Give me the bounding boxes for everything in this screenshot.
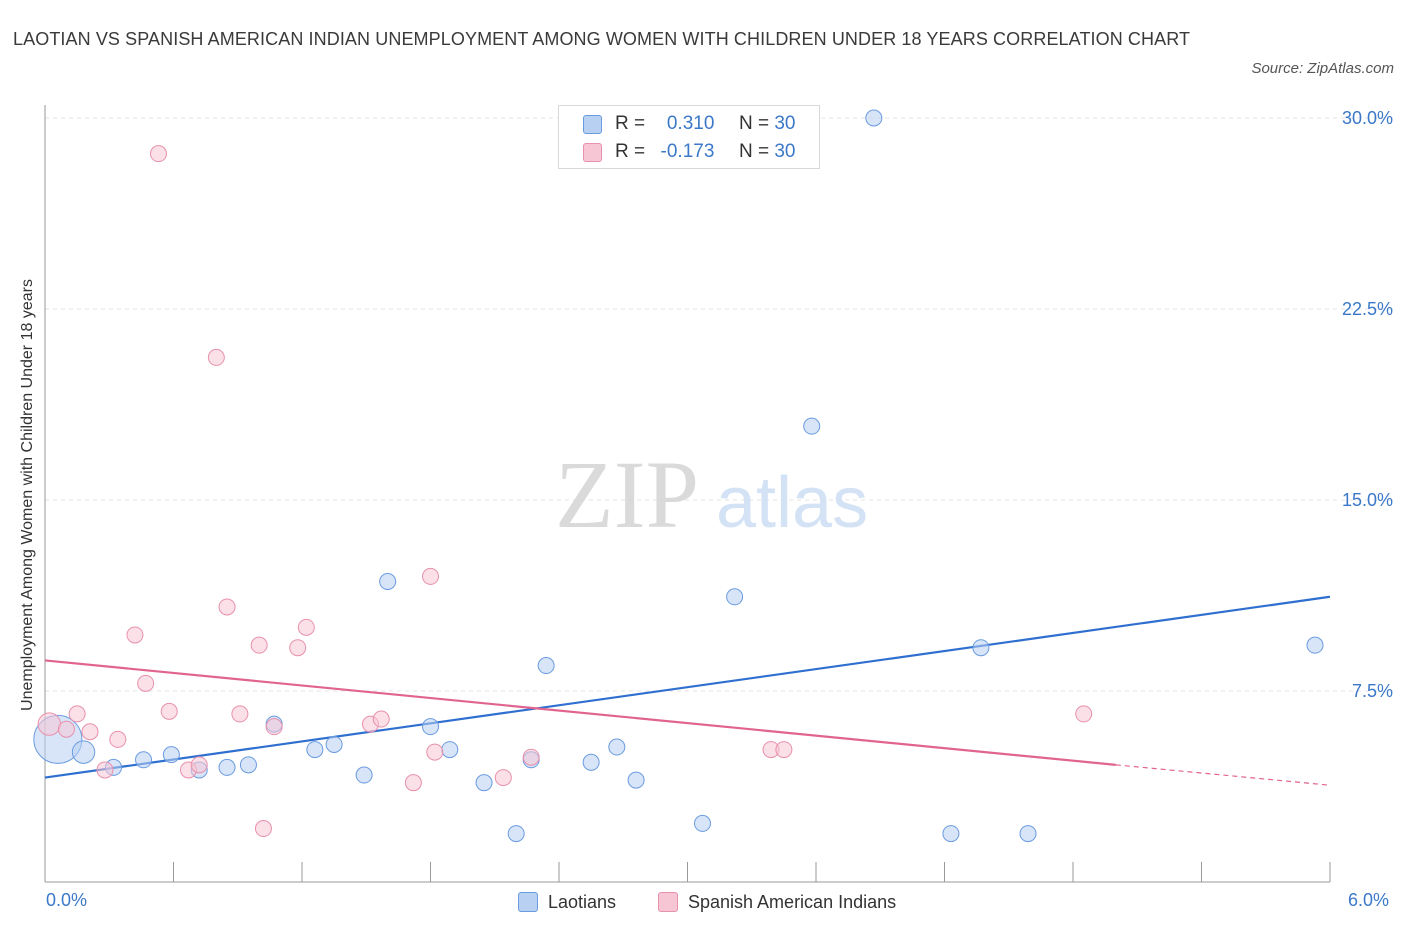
spanish-american-indians-point: [1075, 705, 1093, 723]
laotians-point: [537, 657, 555, 675]
legend-r-label: R =: [615, 141, 646, 162]
spanish-american-indians-point: [372, 710, 390, 728]
y-tick-label: 30.0%: [1342, 108, 1393, 128]
spanish-american-indians-point: [137, 674, 155, 692]
spanish-american-indians-point: [297, 618, 315, 636]
spanish-american-indians-point: [231, 705, 249, 723]
laotians-point: [1019, 825, 1037, 843]
bottom-legend-label-laotians: Laotians: [548, 892, 617, 912]
y-tick-label: 15.0%: [1342, 490, 1393, 510]
chart-title: LAOTIAN VS SPANISH AMERICAN INDIAN UNEMP…: [13, 29, 1191, 49]
laotians-point: [239, 756, 257, 774]
legend-r-value-laotians: 0.310: [666, 113, 715, 134]
spanish-american-indians-point: [109, 730, 127, 748]
spanish-american-indians-point: [522, 748, 540, 766]
spanish-american-indians-point: [426, 743, 444, 761]
spanish-american-indians-point: [57, 720, 75, 738]
laotians-point: [972, 639, 990, 657]
spanish-american-indians-point: [126, 626, 144, 644]
laotians-point: [507, 825, 525, 843]
correlation-legend: R = 0.310 N = 30 R = -0.173 N = 30: [558, 105, 820, 169]
bottom-legend-swatch-laotians: [518, 892, 538, 912]
spanish-american-indians-point: [404, 774, 422, 792]
bottom-legend-laotians[interactable]: Laotians: [518, 889, 616, 915]
laotians-point: [1306, 636, 1324, 654]
legend-swatch-laotians: [583, 115, 602, 134]
spanish-american-indians-point: [68, 705, 86, 723]
spanish-american-indians-point: [160, 702, 178, 720]
legend-swatch-spanish-american-indians: [583, 143, 602, 162]
laotians-point: [865, 109, 883, 127]
laotians-point: [218, 758, 236, 776]
spanish-american-indians-point: [96, 761, 114, 779]
source-label: Source: ZipAtlas.com: [1251, 60, 1394, 77]
spanish-american-indians-point: [150, 145, 168, 163]
laotians-point: [627, 771, 645, 789]
spanish-american-indians-point: [494, 769, 512, 787]
x-tick-label-min: 0.0%: [46, 890, 88, 910]
spanish-american-indians-point: [218, 598, 236, 616]
y-tick-label: 22.5%: [1342, 299, 1393, 319]
laotians-point: [608, 738, 626, 756]
y-tick-label: 7.5%: [1352, 681, 1393, 701]
spanish-american-indians-point: [207, 348, 225, 366]
laotians-point: [475, 774, 493, 792]
laotians-point: [71, 740, 96, 764]
watermark-zip: ZIP: [555, 441, 699, 548]
watermark-atlas: atlas: [716, 463, 868, 543]
laotians-point: [325, 735, 343, 753]
bottom-legend-spanish-american-indians[interactable]: Spanish American Indians: [658, 889, 896, 915]
laotians-point: [441, 741, 459, 759]
spanish-american-indians-point: [250, 636, 268, 654]
spanish-american-indians-point: [422, 567, 439, 585]
laotians-point: [162, 746, 180, 764]
legend-n-label: N =: [738, 141, 770, 162]
legend-n-value-laotians: 30: [774, 113, 796, 134]
legend-n-value-spanish-american-indians: 30: [774, 141, 796, 162]
laotians-point: [355, 766, 373, 784]
spanish-american-indians-point: [775, 741, 793, 759]
spanish-american-indians-point: [190, 756, 208, 774]
bottom-legend-swatch-spanish-american-indians: [658, 892, 678, 912]
spanish-american-indians-point: [289, 639, 307, 657]
laotians-point: [582, 753, 600, 771]
laotians-point: [379, 572, 397, 590]
laotians-point: [135, 751, 153, 769]
laotians-point: [726, 588, 744, 606]
laotians-point: [942, 825, 960, 843]
spanish-american-indians-trend-line: [44, 659, 1116, 766]
x-tick-label-max: 6.0%: [1348, 890, 1390, 910]
laotians-point: [693, 814, 711, 832]
spanish-american-indians-point: [265, 718, 283, 736]
bottom-legend-label-spanish-american-indians: Spanish American Indians: [688, 892, 897, 912]
laotians-trend-line: [44, 595, 1331, 779]
spanish-american-indians-point: [37, 712, 61, 736]
legend-n-label: N =: [738, 113, 770, 134]
legend-r-label: R =: [615, 113, 646, 134]
legend-r-value-spanish-american-indians: -0.173: [660, 141, 715, 162]
laotians-point: [306, 741, 324, 759]
spanish-american-indians-point: [254, 820, 272, 838]
spanish-american-indians-trend-extension: [1115, 764, 1331, 786]
spanish-american-indians-point: [81, 723, 99, 741]
laotians-point: [422, 718, 439, 736]
laotians-point: [803, 417, 821, 435]
